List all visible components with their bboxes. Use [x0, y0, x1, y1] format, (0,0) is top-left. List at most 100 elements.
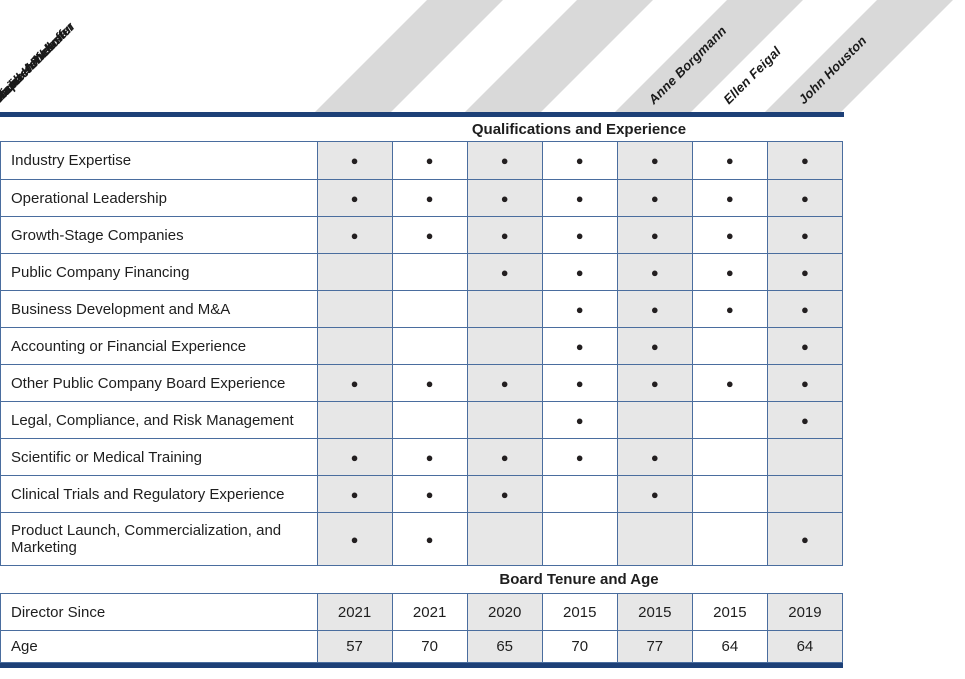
row-label: Other Public Company Board Experience	[1, 365, 317, 401]
dot-cell: ●	[391, 365, 467, 401]
value-cell: 64	[691, 631, 767, 662]
dot-cell: ●	[391, 142, 467, 179]
empty-cell	[316, 328, 392, 364]
header-divider-line	[0, 112, 844, 117]
empty-cell	[316, 291, 392, 327]
tenure-rowgroup: Director Since 2021 2021 2020 2015 2015 2015 20…	[0, 593, 843, 663]
empty-cell	[466, 328, 542, 364]
dot-cell: ●	[466, 217, 542, 253]
row-label: Product Launch, Commercialization, and M…	[1, 513, 317, 565]
value-cell: 2015	[616, 594, 692, 630]
dot-cell: ●	[391, 439, 467, 475]
dot-cell: ●	[691, 180, 767, 216]
table-row: Age 57 70 65 70 77 64 64	[1, 630, 842, 662]
dot-cell: ●	[616, 142, 692, 179]
empty-cell	[391, 328, 467, 364]
table-row: Director Since 2021 2021 2020 2015 2015 2015 20…	[1, 594, 842, 630]
dot-cell: ●	[316, 513, 392, 565]
empty-cell	[766, 439, 842, 475]
dot-cell: ●	[316, 142, 392, 179]
dot-cell: ●	[316, 439, 392, 475]
table-row: Scientific or Medical Training ● ● ● ● ●	[1, 438, 842, 475]
dot-cell: ●	[316, 476, 392, 512]
empty-cell	[391, 254, 467, 290]
row-label: Industry Expertise	[1, 142, 317, 179]
dot-cell: ●	[391, 476, 467, 512]
dot-cell: ●	[541, 328, 617, 364]
empty-cell	[466, 402, 542, 438]
table-row: Public Company Financing ● ● ● ● ●	[1, 253, 842, 290]
dot-cell: ●	[391, 513, 467, 565]
table-row: Business Development and M&A ● ● ● ●	[1, 290, 842, 327]
dot-cell: ●	[766, 365, 842, 401]
empty-cell	[466, 513, 542, 565]
dot-cell: ●	[766, 402, 842, 438]
empty-cell	[691, 402, 767, 438]
director-names-header: Anne Borgmann Ellen Feigal John Houston …	[0, 0, 965, 112]
dot-cell: ●	[541, 180, 617, 216]
header-band	[465, 0, 653, 112]
value-cell: 57	[316, 631, 392, 662]
empty-cell	[691, 513, 767, 565]
dot-cell: ●	[691, 217, 767, 253]
qualifications-rowgroup: Industry Expertise ● ● ● ● ● ● ● Operational Lea…	[0, 141, 843, 566]
dot-cell: ●	[541, 291, 617, 327]
value-cell: 2021	[391, 594, 467, 630]
dot-cell: ●	[391, 180, 467, 216]
dot-cell: ●	[466, 254, 542, 290]
row-label: Director Since	[1, 594, 317, 630]
dot-cell: ●	[766, 217, 842, 253]
row-label: Scientific or Medical Training	[1, 439, 317, 475]
table-row: Legal, Compliance, and Risk Management ● ●	[1, 401, 842, 438]
row-label: Growth-Stage Companies	[1, 217, 317, 253]
table-row: Product Launch, Commercialization, and M…	[1, 512, 842, 565]
empty-cell	[691, 476, 767, 512]
empty-cell	[691, 439, 767, 475]
dot-cell: ●	[316, 180, 392, 216]
dot-cell: ●	[766, 180, 842, 216]
table-row: Industry Expertise ● ● ● ● ● ● ●	[1, 142, 842, 179]
empty-cell	[541, 476, 617, 512]
value-cell: 70	[391, 631, 467, 662]
section-title: Qualifications and Experience	[471, 120, 687, 138]
empty-cell	[466, 291, 542, 327]
empty-cell	[616, 513, 692, 565]
dot-cell: ●	[541, 402, 617, 438]
table-row: Growth-Stage Companies ● ● ● ● ● ● ●	[1, 216, 842, 253]
dot-cell: ●	[541, 142, 617, 179]
table-row: Clinical Trials and Regulatory Experienc…	[1, 475, 842, 512]
value-cell: 2019	[766, 594, 842, 630]
empty-cell	[316, 254, 392, 290]
value-cell: 64	[766, 631, 842, 662]
value-cell: 65	[466, 631, 542, 662]
value-cell: 2020	[466, 594, 542, 630]
table-row: Accounting or Financial Experience ● ● ●	[1, 327, 842, 364]
section-header-qualifications: Qualifications and Experience	[0, 117, 844, 141]
value-cell: 77	[616, 631, 692, 662]
row-label: Age	[1, 631, 317, 662]
empty-cell	[766, 476, 842, 512]
dot-cell: ●	[766, 513, 842, 565]
value-cell: 2015	[541, 594, 617, 630]
row-label: Operational Leadership	[1, 180, 317, 216]
director-name: Stephen Webster	[0, 19, 78, 107]
section-header-tenure: Board Tenure and Age	[0, 566, 844, 593]
empty-cell	[391, 291, 467, 327]
dot-cell: ●	[391, 217, 467, 253]
dot-cell: ●	[616, 476, 692, 512]
dot-cell: ●	[691, 142, 767, 179]
table-row: Other Public Company Board Experience ● ● ●…	[1, 364, 842, 401]
dot-cell: ●	[616, 217, 692, 253]
empty-cell	[691, 328, 767, 364]
dot-cell: ●	[316, 217, 392, 253]
dot-cell: ●	[766, 291, 842, 327]
dot-cell: ●	[466, 439, 542, 475]
empty-cell	[391, 402, 467, 438]
empty-cell	[616, 402, 692, 438]
value-cell: 70	[541, 631, 617, 662]
row-label: Business Development and M&A	[1, 291, 317, 327]
dot-cell: ●	[316, 365, 392, 401]
header-band	[315, 0, 503, 112]
qualifications-matrix: Qualifications and Experience Industry E…	[0, 117, 844, 668]
